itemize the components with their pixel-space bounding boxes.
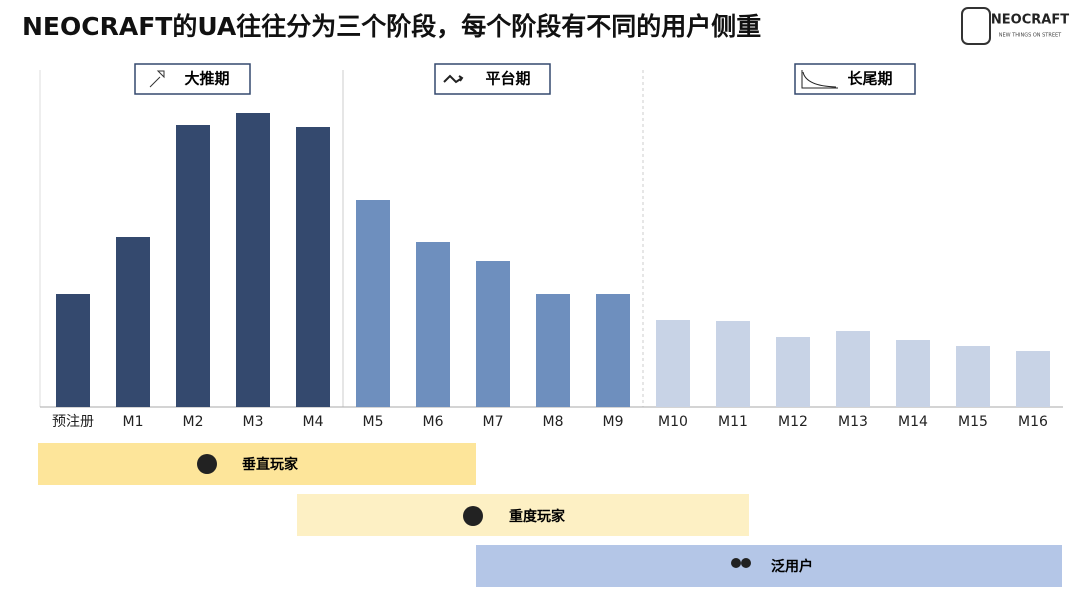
x-tick-label: M16	[1018, 414, 1048, 430]
x-tick-label: M10	[658, 414, 688, 430]
logo-icon	[961, 7, 991, 45]
segment-label: 垂直玩家	[242, 456, 299, 473]
logo-tagline: NEW THINGS ON STREET	[999, 33, 1062, 39]
phase-label: 平台期	[485, 70, 530, 88]
bar	[956, 346, 990, 407]
bar	[536, 294, 570, 407]
segment-band	[297, 494, 749, 536]
segment-icon	[463, 506, 483, 526]
bar	[836, 331, 870, 407]
phase-label: 长尾期	[847, 70, 892, 88]
phase-box	[794, 63, 916, 95]
x-tick-label: M6	[423, 414, 444, 430]
x-tick-label: M8	[543, 414, 564, 430]
x-tick-label: 预注册	[52, 414, 94, 430]
x-tick-label: M9	[603, 414, 624, 430]
segment-label: 重度玩家	[509, 508, 566, 525]
x-tick-label: M5	[363, 414, 384, 430]
bar	[176, 125, 210, 407]
phase-box	[134, 63, 251, 95]
bar	[896, 340, 930, 407]
bar	[776, 337, 810, 407]
bar	[356, 200, 390, 407]
x-tick-label: M11	[718, 414, 748, 430]
phase-icon	[149, 70, 165, 88]
logo-text: NEOCRAFT	[991, 13, 1069, 28]
x-tick-label: M4	[303, 414, 324, 430]
bar	[656, 320, 690, 407]
x-tick-label: M3	[243, 414, 264, 430]
slide-title: NEOCRAFT的UA往往分为三个阶段，每个阶段有不同的用户侧重	[22, 12, 761, 41]
bar	[416, 242, 450, 407]
phase-icon	[443, 74, 464, 84]
x-tick-label: M1	[123, 414, 144, 430]
phase-label: 大推期	[184, 70, 229, 88]
bar	[716, 321, 750, 407]
segment-icon	[731, 558, 741, 568]
segment-label: 泛用户	[771, 558, 813, 575]
bar	[236, 113, 270, 407]
x-tick-label: M15	[958, 414, 988, 430]
x-tick-label: M12	[778, 414, 808, 430]
bar	[1016, 351, 1050, 407]
bar	[596, 294, 630, 407]
x-tick-label: M7	[483, 414, 504, 430]
segment-band	[476, 545, 1062, 587]
segment-band	[38, 443, 476, 485]
x-tick-label: M2	[183, 414, 204, 430]
bar	[56, 294, 90, 407]
bar	[296, 127, 330, 407]
x-tick-label: M13	[838, 414, 868, 430]
x-tick-label: M14	[898, 414, 928, 430]
bar	[116, 237, 150, 407]
segment-icon	[197, 454, 217, 474]
bar	[476, 261, 510, 407]
phase-icon	[801, 70, 838, 89]
segment-icon	[741, 558, 751, 568]
phase-box	[434, 63, 551, 95]
